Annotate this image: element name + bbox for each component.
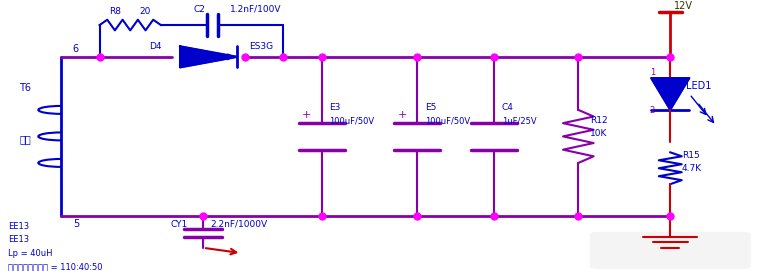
Text: 1: 1 <box>650 68 655 78</box>
Text: 20: 20 <box>140 7 151 17</box>
Text: 6: 6 <box>73 44 79 54</box>
Text: 1.2nF/100V: 1.2nF/100V <box>230 5 281 14</box>
Text: R8: R8 <box>109 7 121 17</box>
Polygon shape <box>180 46 237 67</box>
Text: 10K: 10K <box>590 130 607 138</box>
Text: 初级：次级：反馈 = 110:40:50: 初级：次级：反馈 = 110:40:50 <box>8 262 102 271</box>
Text: 2.2nF/1000V: 2.2nF/1000V <box>211 220 268 228</box>
Text: 100uF/50V: 100uF/50V <box>425 116 470 125</box>
Text: C4: C4 <box>502 103 514 112</box>
Text: 4.7K: 4.7K <box>682 164 702 173</box>
Text: E3: E3 <box>329 103 341 112</box>
Text: EE13: EE13 <box>8 222 29 231</box>
Text: 5: 5 <box>73 219 79 228</box>
Text: 100uF/50V: 100uF/50V <box>329 116 375 125</box>
Text: EE13: EE13 <box>8 235 29 244</box>
Text: R12: R12 <box>590 116 607 125</box>
Text: 1uF/25V: 1uF/25V <box>502 116 536 125</box>
Text: C2: C2 <box>193 5 205 14</box>
Text: ES3G: ES3G <box>249 42 273 51</box>
Text: T6: T6 <box>19 83 31 93</box>
FancyBboxPatch shape <box>590 232 751 269</box>
Text: +: + <box>302 110 311 120</box>
Text: 次级: 次级 <box>19 134 31 144</box>
Text: +: + <box>398 110 407 120</box>
Text: CY1: CY1 <box>170 220 188 228</box>
Text: Lp = 40uH: Lp = 40uH <box>8 249 52 258</box>
Text: LED1: LED1 <box>686 81 711 91</box>
Text: 12V: 12V <box>674 1 693 11</box>
Text: E5: E5 <box>425 103 437 112</box>
Text: R15: R15 <box>682 151 699 160</box>
Text: D4: D4 <box>149 42 162 51</box>
Text: 2: 2 <box>650 105 655 115</box>
Polygon shape <box>651 78 689 110</box>
